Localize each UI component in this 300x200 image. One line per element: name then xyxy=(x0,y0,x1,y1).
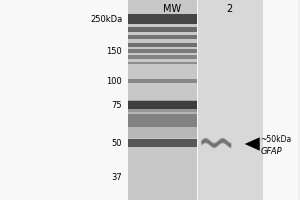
FancyBboxPatch shape xyxy=(128,35,197,39)
Text: 50: 50 xyxy=(112,138,122,148)
FancyBboxPatch shape xyxy=(128,108,197,138)
FancyBboxPatch shape xyxy=(128,79,197,83)
FancyBboxPatch shape xyxy=(198,0,262,200)
FancyBboxPatch shape xyxy=(128,26,197,31)
FancyBboxPatch shape xyxy=(128,62,197,64)
Text: MW: MW xyxy=(163,4,181,14)
Text: 37: 37 xyxy=(112,172,122,182)
FancyBboxPatch shape xyxy=(128,101,197,109)
FancyBboxPatch shape xyxy=(128,14,197,24)
Text: GFAP: GFAP xyxy=(260,148,282,156)
Polygon shape xyxy=(201,138,231,148)
Polygon shape xyxy=(201,140,231,146)
Text: 250kDa: 250kDa xyxy=(90,15,122,23)
FancyBboxPatch shape xyxy=(128,114,197,128)
Text: ~50kDa: ~50kDa xyxy=(260,136,292,144)
Text: 2: 2 xyxy=(226,4,233,14)
FancyBboxPatch shape xyxy=(128,49,197,53)
Text: 75: 75 xyxy=(112,100,122,110)
FancyBboxPatch shape xyxy=(128,43,197,47)
FancyBboxPatch shape xyxy=(128,0,197,200)
FancyBboxPatch shape xyxy=(128,55,197,59)
FancyBboxPatch shape xyxy=(128,139,197,147)
Text: 150: 150 xyxy=(106,46,122,55)
Polygon shape xyxy=(245,137,260,151)
FancyBboxPatch shape xyxy=(128,100,197,112)
Text: 100: 100 xyxy=(106,76,122,86)
